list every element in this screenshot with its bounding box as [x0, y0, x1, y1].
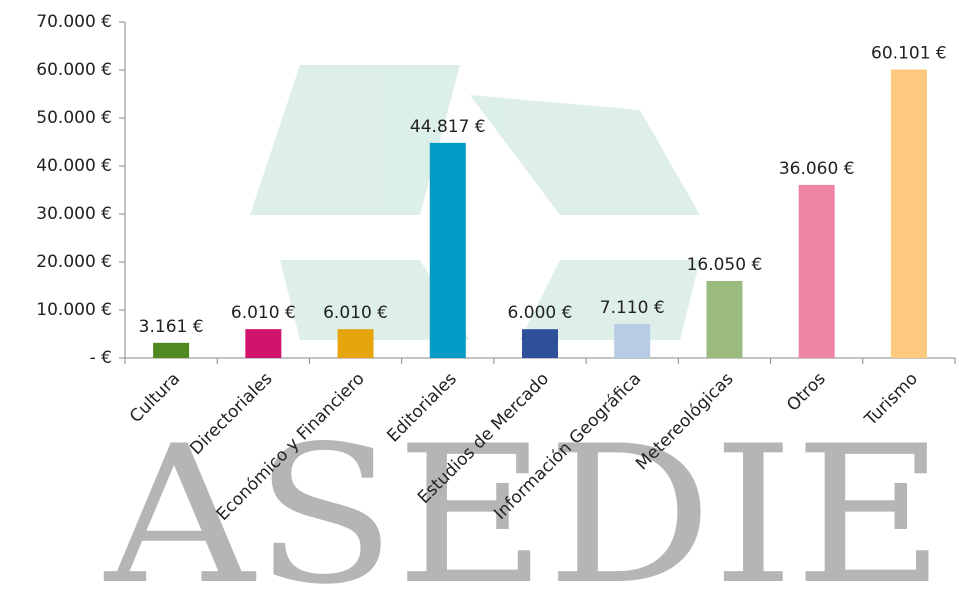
y-tick-label: 70.000 €: [36, 12, 112, 32]
value-label: 6.010 €: [231, 303, 296, 323]
bar: [153, 342, 190, 358]
value-label: 6.010 €: [323, 303, 388, 323]
value-label: 60.101 €: [871, 44, 947, 64]
y-tick-label: 10.000 €: [36, 300, 112, 320]
watermark: ASEDIE: [103, 405, 945, 604]
value-label: 3.161 €: [139, 317, 204, 337]
y-tick-label: 50.000 €: [36, 108, 112, 128]
bar: [245, 329, 282, 358]
bar: [337, 329, 374, 358]
value-label: 44.817 €: [410, 117, 486, 137]
bar: [890, 69, 927, 358]
value-label: 16.050 €: [687, 255, 763, 275]
bar: [429, 142, 466, 358]
y-tick-label: 40.000 €: [36, 156, 112, 176]
y-tick-label: 20.000 €: [36, 252, 112, 272]
y-tick-label: - €: [90, 348, 112, 368]
bar: [706, 280, 743, 358]
value-label: 36.060 €: [779, 159, 855, 179]
value-label: 7.110 €: [600, 298, 665, 318]
y-tick-label: 30.000 €: [36, 204, 112, 224]
bar: [614, 323, 651, 358]
bar: [522, 329, 558, 358]
logo-decoration: [250, 65, 700, 340]
y-tick-label: 60.000 €: [36, 60, 112, 80]
value-label: 6.000 €: [508, 303, 573, 323]
bar: [798, 184, 835, 358]
